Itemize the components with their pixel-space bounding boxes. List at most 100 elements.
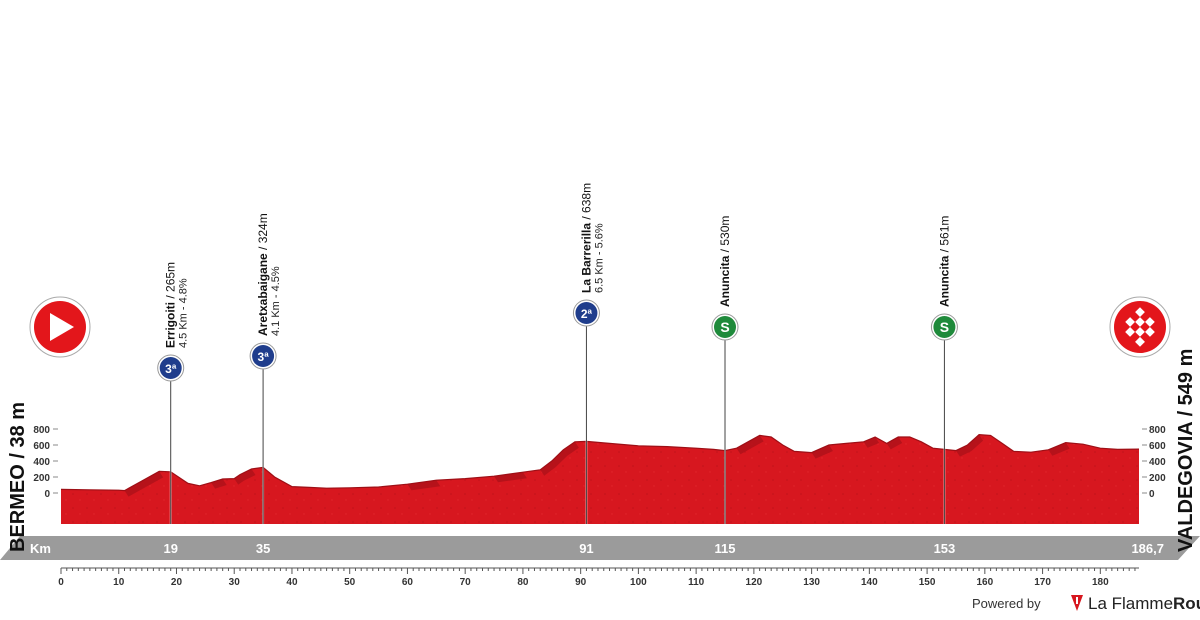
x-tick-label: 140 (861, 577, 878, 588)
powered-by-text: Powered by (972, 596, 1041, 611)
climb-name: Anuncita (937, 255, 951, 307)
x-tick-label: 120 (746, 577, 763, 588)
climb-face-shade (967, 434, 984, 451)
climb-face-shade (748, 435, 764, 448)
climb-face-shade (494, 472, 527, 483)
flamme-rouge-logo-icon (1071, 595, 1083, 611)
climb-category-label: 3ª (258, 350, 270, 364)
climb-name-label: Errigoiti / 265m (164, 262, 178, 348)
start-badge (29, 296, 91, 358)
climb-detail-label: 6.5 Km - 5.6% (593, 223, 605, 293)
x-tick-label: 180 (1092, 577, 1109, 588)
x-tick-label: 80 (517, 577, 529, 588)
sprint-badge (933, 316, 956, 338)
brand-light: La Flamme (1088, 594, 1174, 613)
finish-badge (1109, 296, 1171, 358)
climb-name: Anuncita (718, 255, 732, 307)
climb-face-shade (540, 461, 556, 476)
x-tick-label: 130 (803, 577, 820, 588)
y-tick-label-left: 800 (33, 425, 50, 436)
climb-face-shade (124, 481, 146, 497)
x-tick-label: 110 (688, 577, 705, 588)
x-tick-label: 70 (460, 577, 472, 588)
climb-name: La Barrerilla (579, 223, 593, 293)
km-finish-label: 186,7 (1131, 541, 1164, 556)
climb-category-label: 2ª (581, 307, 593, 321)
y-tick-label-right: 200 (1149, 473, 1166, 484)
climb-name-label: La Barrerilla / 638m (579, 183, 593, 293)
climb-height: / 265m (164, 262, 178, 302)
climb-detail-label: 4.5 Km - 4.8% (178, 278, 190, 348)
km-marker-label: 35 (256, 541, 270, 556)
elevation-profile-area (61, 434, 1139, 524)
x-tick-label: 10 (113, 577, 125, 588)
km-marker-label: 91 (579, 541, 593, 556)
climb-face-shade (955, 445, 972, 457)
x-tick-label: 50 (344, 577, 356, 588)
y-tick-label-left: 200 (33, 473, 50, 484)
climb-face-shade (886, 437, 903, 450)
checker-cell (1135, 317, 1145, 327)
climb-face-shade (811, 445, 833, 459)
start-play-icon (50, 313, 74, 341)
y-tick-label-right: 800 (1149, 425, 1166, 436)
climb-face-shade (407, 480, 441, 491)
km-marker-label: 153 (934, 541, 956, 556)
climb-name: Errigoiti (164, 302, 178, 348)
x-tick-label: 90 (575, 577, 587, 588)
climb-face-shade (1048, 442, 1070, 456)
y-tick-label-left: 0 (44, 489, 50, 500)
climb-name: Aretxabaigane (256, 253, 270, 336)
x-tick-label: 160 (976, 577, 993, 588)
x-tick-label: 30 (229, 577, 241, 588)
climb-label-group: Anuncita / 561m (937, 216, 951, 307)
checker-cell (1149, 322, 1160, 332)
checker-cell (1135, 336, 1145, 347)
climb-detail-label: 4.1 Km - 4.5% (270, 266, 282, 336)
brand-name: La FlammeRouge (1070, 594, 1200, 614)
sprint-badge-label: S (720, 319, 729, 335)
climb-face-shade (563, 441, 579, 456)
checker-cell (1135, 307, 1145, 318)
elevation-profile-line (60, 433, 1140, 492)
y-tick-label-right: 600 (1149, 441, 1166, 452)
y-tick-label-right: 400 (1149, 457, 1166, 468)
climb-category-badge (159, 357, 182, 379)
y-tick-label-left: 400 (33, 457, 50, 468)
checker-cell (1120, 322, 1131, 332)
climb-face-shade (863, 437, 880, 448)
y-tick-label-left: 600 (33, 441, 50, 452)
km-marker-label: 115 (715, 541, 736, 556)
x-tick-label: 150 (919, 577, 936, 588)
x-tick-label: 40 (286, 577, 298, 588)
finish-checkered-flag-icon (1120, 307, 1160, 347)
brand-bold: Rouge (1173, 594, 1200, 613)
x-tick-label: 170 (1034, 577, 1051, 588)
climb-height: / 324m (256, 213, 270, 253)
x-tick-label: 100 (630, 577, 647, 588)
climb-face-shade (736, 441, 753, 455)
x-tick-label: 20 (171, 577, 183, 588)
start-label: BERMEO / 38 m (7, 402, 29, 552)
y-tick-label-right: 0 (1149, 489, 1155, 500)
climb-face-shade (551, 449, 568, 467)
km-bar (0, 536, 1200, 560)
x-tick-label: 60 (402, 577, 414, 588)
km-marker-label: 19 (163, 541, 177, 556)
climb-height: / 561m (937, 216, 951, 256)
climb-name-label: Aretxabaigane / 324m (256, 213, 270, 336)
sprint-badge (714, 316, 737, 338)
credit: Powered by La FlammeRouge (972, 594, 1200, 618)
climb-height: / 638m (579, 183, 593, 223)
x-tick-label: 0 (58, 577, 64, 588)
climb-name-label: Anuncita / 530m (718, 216, 732, 307)
climb-category-badge (575, 302, 598, 324)
sprint-badge-label: S (940, 319, 949, 335)
climb-height: / 530m (718, 216, 732, 256)
climb-label-group: Errigoiti / 265m 4.5 Km - 4.8% (164, 262, 190, 348)
km-bar-label: Km (30, 541, 51, 556)
climb-label-group: Anuncita / 530m (718, 216, 732, 307)
